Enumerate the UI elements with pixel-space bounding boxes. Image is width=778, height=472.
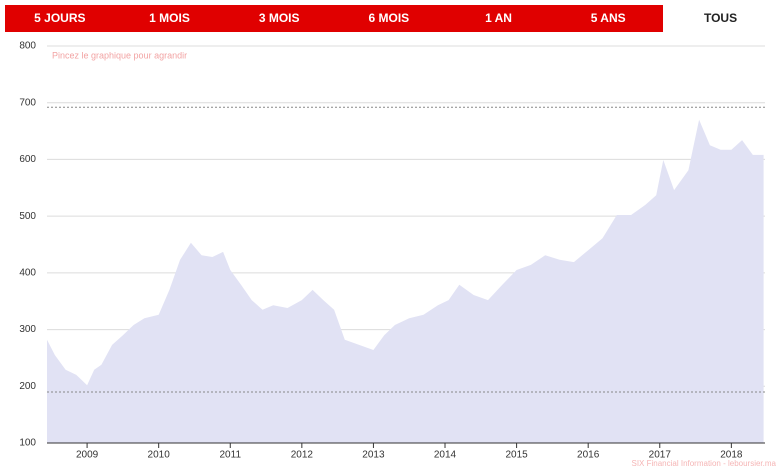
period-tab[interactable]: TOUS	[663, 5, 778, 32]
x-tick-label: 2013	[362, 450, 385, 461]
x-tick-label: 2017	[649, 450, 672, 461]
y-tick-label: 600	[19, 154, 36, 165]
price-area	[47, 119, 764, 443]
x-tick-label: 2015	[505, 450, 528, 461]
y-tick-label: 500	[19, 211, 36, 222]
period-tabs: 5 JOURS 1 MOIS 3 MOIS 6 MOIS 1 AN 5 ANS TOUS	[5, 5, 778, 32]
watermark: Pincez le graphique pour agrandir	[52, 50, 187, 60]
y-tick-label: 800	[19, 41, 36, 52]
period-tab[interactable]: 5 ANS	[553, 5, 664, 32]
x-tick-label: 2009	[76, 450, 99, 461]
x-tick-label: 2014	[434, 450, 457, 461]
x-tick-label: 2012	[291, 450, 314, 461]
y-tick-label: 400	[19, 267, 36, 278]
y-tick-label: 300	[19, 324, 36, 335]
y-tick-label: 200	[19, 381, 36, 392]
period-tab[interactable]: 1 MOIS	[114, 5, 225, 32]
x-tick-label: 2011	[220, 450, 242, 461]
x-tick-label: 2016	[577, 450, 600, 461]
credit: SIX Financial Information - leboursier.m…	[631, 459, 776, 468]
period-tab[interactable]: 5 JOURS	[5, 5, 115, 32]
x-tick-label: 2010	[148, 450, 171, 461]
y-tick-label: 700	[19, 97, 36, 108]
period-tab[interactable]: 6 MOIS	[334, 5, 444, 32]
period-tab[interactable]: 3 MOIS	[224, 5, 335, 32]
x-tick-label: 2018	[720, 450, 743, 461]
period-tab[interactable]: 1 AN	[443, 5, 554, 32]
y-tick-label: 100	[19, 438, 36, 449]
